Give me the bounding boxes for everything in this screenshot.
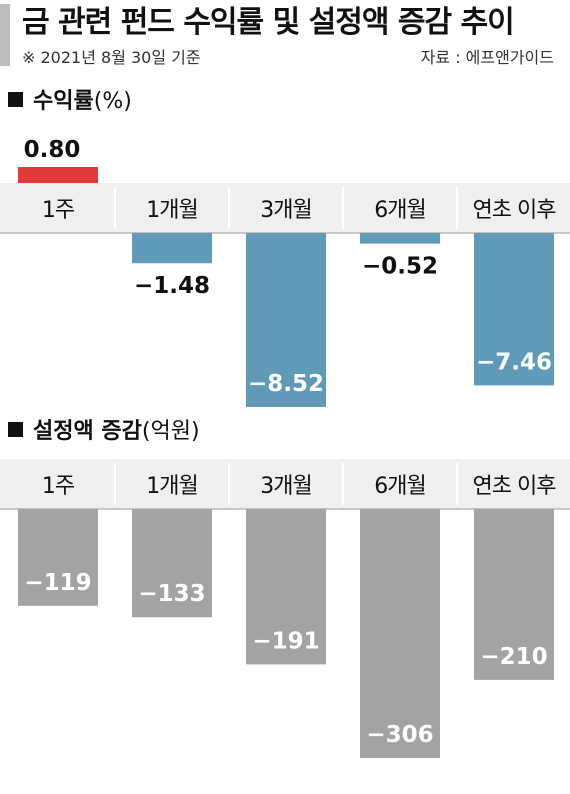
returns-section-title: 수익률(%) (8, 88, 132, 116)
flows-bar (246, 509, 326, 665)
returns-category-label: 1주 (42, 198, 75, 223)
flows-value-label: −306 (366, 722, 433, 748)
returns-category-label: 6개월 (374, 198, 425, 223)
page-title: 금 관련 펀드 수익률 및 설정액 증감 추이 (22, 5, 515, 40)
returns-unit: (%) (93, 89, 132, 114)
returns-value-label: 0.80 (24, 137, 81, 163)
returns-bar (246, 233, 326, 407)
returns-category-label: 1개월 (146, 198, 197, 223)
returns-bar (18, 167, 98, 183)
returns-value-label: −1.48 (134, 273, 210, 299)
returns-value-label: −8.52 (248, 371, 324, 397)
returns-value-label: −7.46 (476, 349, 552, 375)
flows-category-label: 6개월 (374, 474, 425, 499)
returns-bar (360, 233, 440, 244)
returns-bar (132, 233, 212, 264)
flows-category-label: 3개월 (260, 474, 311, 499)
square-bullet-icon (8, 92, 23, 107)
returns-bar (474, 233, 554, 386)
flows-bar (474, 509, 554, 680)
flows-bar (132, 509, 212, 618)
flows-category-label: 1개월 (146, 474, 197, 499)
flows-unit: (억원) (141, 419, 200, 444)
flows-category-label: 1주 (42, 474, 75, 499)
flows-value-label: −210 (480, 644, 547, 670)
flows-bar (18, 509, 98, 606)
date-note: ※ 2021년 8월 30일 기준 (22, 48, 201, 67)
returns-category-label: 연초 이후 (473, 198, 557, 223)
flows-category-label: 연초 이후 (473, 474, 557, 499)
flows-category-band (0, 459, 570, 509)
returns-category-band (0, 183, 570, 233)
returns-value-label: −0.52 (362, 254, 438, 280)
flows-value-label: −191 (252, 628, 319, 654)
flows-value-label: −133 (138, 581, 205, 607)
returns-category-label: 3개월 (260, 198, 311, 223)
returns-title: 수익률 (33, 89, 94, 114)
flows-bar (360, 509, 440, 758)
flows-value-label: −119 (24, 570, 91, 596)
source-note: 자료 : 에프앤가이드 (420, 48, 554, 67)
square-bullet-icon (8, 422, 23, 437)
title-accent-bar (0, 4, 10, 66)
flows-title: 설정액 증감 (33, 419, 142, 444)
flows-section-title: 설정액 증감(억원) (8, 418, 200, 446)
